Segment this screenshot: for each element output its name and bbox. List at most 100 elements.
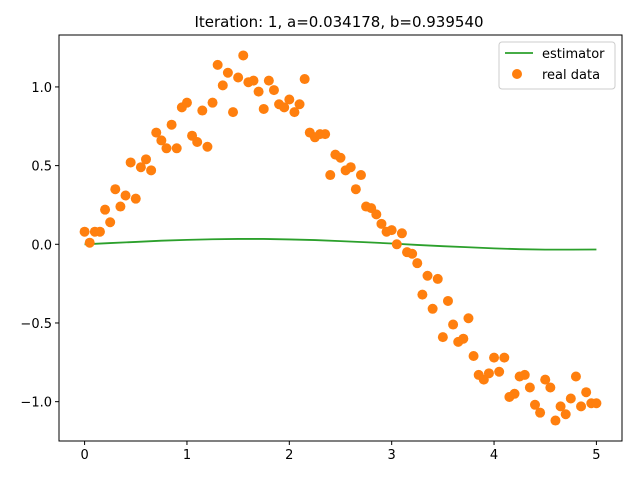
y-tick-label: 1.0	[31, 81, 52, 96]
real-data-point	[519, 369, 530, 380]
x-tick-label: 2	[285, 448, 293, 463]
real-data-point	[448, 319, 459, 330]
real-data-point	[412, 258, 423, 269]
real-data-point	[437, 332, 448, 343]
real-data-point	[427, 303, 438, 314]
real-data-point	[535, 407, 546, 418]
real-data-point	[540, 374, 551, 385]
real-data-point	[565, 393, 576, 404]
x-axis: 0 1 2 3 4 5	[80, 441, 601, 463]
x-tick-label: 5	[592, 448, 600, 463]
real-data-point	[581, 387, 592, 398]
real-data-point	[494, 366, 505, 377]
axes-frame	[58, 34, 623, 442]
real-data-point	[228, 107, 239, 118]
real-data-point	[391, 239, 402, 250]
real-data-point	[125, 157, 136, 168]
real-data-point	[110, 184, 121, 195]
real-data-point	[407, 248, 418, 259]
real-data-point	[458, 333, 469, 344]
real-data-point	[197, 105, 208, 116]
real-data-point	[135, 162, 146, 173]
x-tick-label: 1	[183, 448, 191, 463]
real-data-point	[233, 72, 244, 83]
real-data-point	[555, 401, 566, 412]
real-data-point	[550, 415, 561, 426]
real-data-point	[576, 401, 587, 412]
real-data-point	[468, 351, 479, 362]
real-data-point	[279, 102, 290, 113]
real-data-point	[212, 59, 223, 70]
chart-title: Iteration: 1, a=0.034178, b=0.939540	[194, 13, 483, 31]
y-tick-label: −1.0	[20, 396, 52, 411]
real-data-point	[560, 409, 571, 420]
real-data-point	[146, 165, 157, 176]
real-data-point	[207, 97, 218, 108]
y-tick-label: −0.5	[20, 317, 52, 332]
real-data-point	[489, 352, 500, 363]
real-data-point	[171, 143, 182, 154]
real-data-point	[156, 135, 167, 146]
x-tick-label: 3	[388, 448, 396, 463]
real-data-point	[524, 382, 535, 393]
real-data-point	[130, 193, 141, 204]
real-data-point	[483, 368, 494, 379]
real-data-point	[386, 225, 397, 236]
real-data-point	[463, 313, 474, 324]
real-data-point	[79, 226, 90, 237]
real-data-point	[258, 103, 269, 114]
real-data-point	[166, 119, 177, 130]
legend: estimator real data	[498, 41, 616, 90]
y-tick-label: 0.0	[31, 238, 52, 253]
real-data-point	[181, 97, 192, 108]
real-data-point	[417, 289, 428, 300]
real-data-point	[120, 190, 131, 201]
real-data-point	[94, 226, 105, 237]
real-data-point	[545, 382, 556, 393]
plot-area	[79, 50, 602, 426]
real-data-point	[350, 184, 361, 195]
real-data-point	[253, 86, 264, 97]
real-data-point	[115, 201, 126, 212]
real-data-point	[141, 154, 152, 165]
real-data-point	[509, 388, 520, 399]
real-data-point	[570, 371, 581, 382]
legend-real-data-label: real data	[542, 68, 600, 83]
real-data-point	[325, 170, 336, 181]
real-data-point	[284, 94, 295, 105]
real-data-point	[161, 143, 172, 154]
real-data-point	[591, 398, 602, 409]
real-data-point	[238, 50, 249, 61]
real-data-point	[432, 273, 443, 284]
real-data-point	[151, 127, 162, 138]
real-data-point	[335, 152, 346, 163]
real-data-point	[422, 270, 433, 281]
real-data-point	[529, 399, 540, 410]
estimator-line	[84, 238, 597, 251]
real-data-point	[289, 107, 300, 118]
real-data-point	[268, 85, 279, 96]
y-axis: −1.0 −0.5 0.0 0.5 1.0	[20, 81, 59, 411]
real-data-point	[84, 237, 95, 248]
real-data-point	[442, 295, 453, 306]
real-data-point	[371, 209, 382, 220]
legend-estimator-label: estimator	[542, 47, 605, 62]
x-tick-label: 4	[490, 448, 498, 463]
real-data-point	[376, 218, 387, 229]
real-data-point	[345, 162, 356, 173]
real-data-point	[217, 80, 228, 91]
real-data-point	[100, 204, 111, 215]
real-data-point	[299, 74, 310, 85]
real-data-point	[248, 75, 259, 86]
real-data-point	[396, 228, 407, 239]
real-data-point	[105, 217, 116, 228]
real-data-point	[222, 67, 233, 78]
real-data-point	[202, 141, 213, 152]
x-tick-label: 0	[80, 448, 88, 463]
real-data-point	[320, 129, 331, 140]
legend-real-data-swatch	[512, 69, 522, 79]
real-data-point	[499, 352, 510, 363]
real-data-point	[192, 137, 203, 148]
y-tick-label: 0.5	[31, 160, 52, 175]
